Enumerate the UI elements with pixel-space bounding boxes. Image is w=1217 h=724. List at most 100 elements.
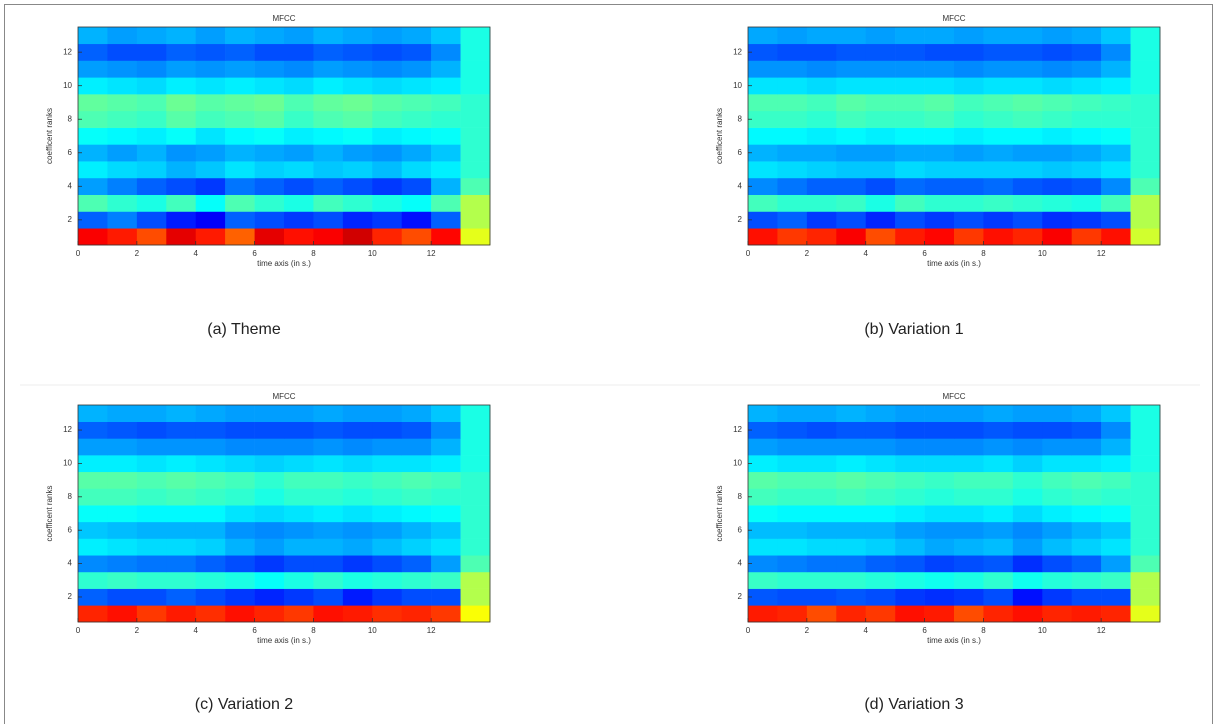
heatmap-cell [983, 555, 1014, 573]
heatmap-cell [401, 228, 432, 246]
heatmap-cell [195, 588, 226, 606]
y-axis-label: coefficent ranks [45, 486, 54, 542]
heatmap-cell [284, 605, 314, 623]
heatmap-cell [195, 521, 226, 539]
heatmap-cell [284, 405, 314, 422]
heatmap-cell [284, 43, 314, 61]
heatmap-cell [107, 421, 138, 439]
heatmap-cell [1101, 211, 1131, 229]
heatmap-cell [401, 455, 432, 473]
y-tick-label: 10 [63, 81, 72, 90]
heatmap-cell [748, 177, 778, 195]
chart-title: MFCC [942, 392, 965, 401]
heatmap-cell [1101, 605, 1131, 623]
heatmap-cell [806, 455, 837, 473]
heatmap-cell [1012, 421, 1043, 439]
heatmap-cell [313, 27, 344, 45]
heatmap-cell [748, 27, 778, 45]
heatmap-cell [924, 228, 955, 246]
y-tick-label: 8 [68, 114, 73, 123]
heatmap-cell [895, 471, 925, 489]
x-tick-label: 8 [981, 626, 986, 635]
heatmap-cell [284, 161, 314, 179]
heatmap-cell [313, 194, 344, 212]
heatmap-cell [225, 588, 255, 606]
heatmap-cell [806, 521, 837, 539]
heatmap-cell [1101, 144, 1131, 162]
heatmap-cell [954, 194, 984, 212]
heatmap-cell [460, 521, 491, 539]
heatmap-cell [1012, 455, 1043, 473]
heatmap-cell [1101, 588, 1131, 606]
heatmap-cell [78, 521, 108, 539]
heatmap-cell [777, 94, 808, 112]
heatmap-cell [806, 588, 837, 606]
heatmap-cell [254, 588, 285, 606]
heatmap-cell [136, 27, 167, 45]
heatmap-cell [895, 455, 925, 473]
heatmap-cell [1130, 605, 1161, 623]
heatmap-cell [895, 60, 925, 78]
heatmap-cell [254, 505, 285, 523]
heatmap-cell [1071, 538, 1102, 556]
heatmap-cell [1071, 488, 1102, 506]
heatmap-cell [401, 588, 432, 606]
heatmap-cell [836, 194, 867, 212]
heatmap-cell [1130, 538, 1161, 556]
x-tick-label: 0 [76, 626, 81, 635]
heatmap-cell [1042, 211, 1073, 229]
heatmap-cell [225, 471, 255, 489]
heatmap-cell [777, 605, 808, 623]
heatmap-cell [1012, 161, 1043, 179]
heatmap-cell [983, 43, 1014, 61]
caption: (a) Theme [207, 321, 281, 338]
y-tick-label: 8 [738, 492, 743, 501]
heatmap-cell [1101, 110, 1131, 128]
heatmap-cell [460, 211, 491, 229]
heatmap-cell [225, 194, 255, 212]
heatmap-cell [924, 77, 955, 95]
heatmap-cell [78, 228, 108, 246]
heatmap-cell [342, 471, 373, 489]
heatmap-cell [342, 438, 373, 456]
heatmap-cell [460, 421, 491, 439]
heatmap-cell [836, 471, 867, 489]
heatmap-cell [431, 605, 461, 623]
heatmap-cell [983, 488, 1014, 506]
heatmap-cell [954, 421, 984, 439]
heatmap-cell [372, 405, 403, 422]
heatmap-cell [225, 538, 255, 556]
heatmap-cell [836, 521, 867, 539]
x-tick-label: 12 [1097, 626, 1106, 635]
x-tick-label: 10 [1038, 249, 1047, 258]
heatmap-cell [284, 588, 314, 606]
y-axis-label: coefficent ranks [45, 108, 54, 164]
heatmap-cell [836, 43, 867, 61]
heatmap-cell [372, 94, 403, 112]
chart-title: MFCC [272, 14, 295, 23]
heatmap-cell [460, 127, 491, 145]
heatmap-cell [983, 177, 1014, 195]
heatmap-cell [954, 43, 984, 61]
heatmap-cell [748, 127, 778, 145]
heatmap-cell [254, 127, 285, 145]
heatmap-cell [924, 94, 955, 112]
x-axis-label: time axis (in s.) [927, 259, 981, 268]
heatmap-cell [895, 110, 925, 128]
heatmap-cell [431, 144, 461, 162]
heatmap-cell [954, 161, 984, 179]
heatmap-cell [431, 505, 461, 523]
heatmap-cell [865, 405, 896, 422]
heatmap-cell [401, 77, 432, 95]
heatmap-cell [431, 455, 461, 473]
heatmap-cell [136, 505, 167, 523]
y-tick-label: 8 [738, 114, 743, 123]
heatmap-cell [924, 505, 955, 523]
heatmap-cell [195, 177, 226, 195]
heatmap-cell [460, 177, 491, 195]
heatmap-cell [342, 555, 373, 573]
heatmap-cell [107, 588, 138, 606]
heatmap-cell [924, 161, 955, 179]
heatmap-cell [983, 605, 1014, 623]
heatmap-cell [1071, 438, 1102, 456]
